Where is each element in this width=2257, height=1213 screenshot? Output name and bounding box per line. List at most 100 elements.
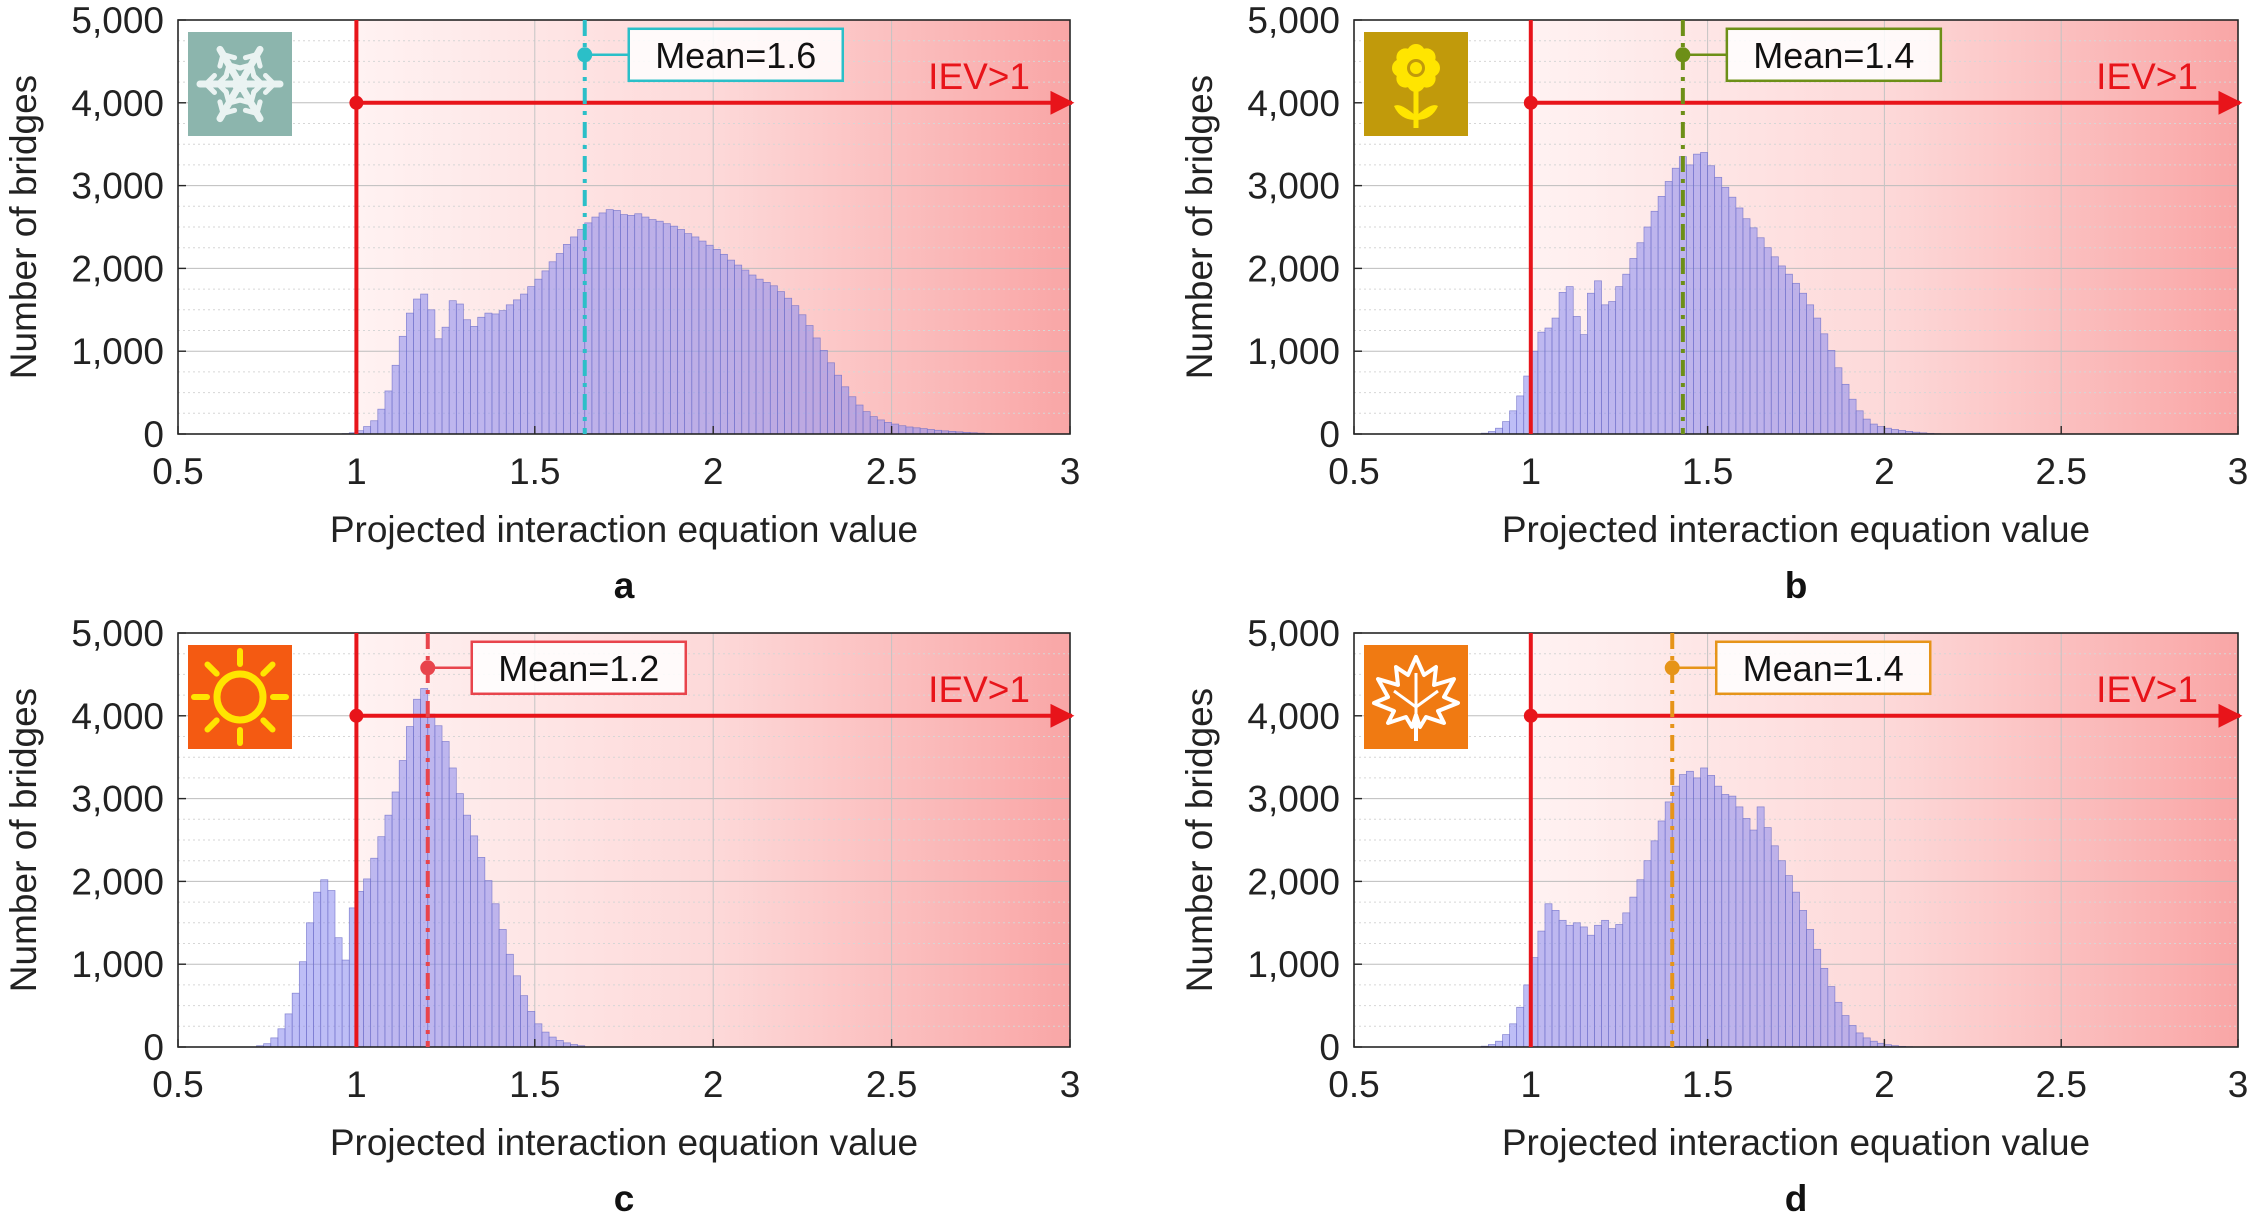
histogram-bar [441, 326, 450, 435]
histogram-bar [413, 298, 421, 435]
histogram-bar [498, 929, 507, 1048]
histogram-bar [712, 249, 721, 435]
histogram-bar [406, 312, 414, 435]
histogram-bar [448, 767, 457, 1048]
histogram-bar [912, 427, 921, 435]
histogram-bar [1848, 398, 1857, 435]
histogram-bar [1848, 1025, 1857, 1048]
histogram-bar [734, 264, 743, 435]
histogram-bar [555, 253, 564, 435]
histogram-bar [391, 364, 400, 435]
histogram-bar [1749, 227, 1758, 435]
axes-box [177, 19, 1071, 435]
histogram-bar [1884, 427, 1892, 435]
histogram-bar [627, 215, 636, 435]
histogram-bar [1827, 986, 1836, 1048]
histogram-bar [1572, 922, 1581, 1048]
histogram-bar [1770, 256, 1779, 435]
histogram-bar [448, 300, 457, 435]
threshold-marker [1523, 95, 1538, 110]
chart-panel-c: 0.5 1 1.5 2 2.5 3 0 1,000 2,000 3,000 4,000 5,000 Pr… [3, 613, 1080, 1213]
histogram-bar [1862, 418, 1871, 435]
histogram-bar [1721, 794, 1730, 1048]
x-axis-label: Projected interaction equation value [1502, 509, 2090, 550]
histogram-bar [1565, 924, 1574, 1048]
histogram-bar [398, 760, 407, 1048]
histogram-bar [641, 216, 650, 435]
histogram-bar [1834, 1001, 1843, 1048]
histogram-bar [884, 422, 892, 435]
histogram-bar [441, 741, 450, 1048]
chart-panel-a: 0.5 1 1.5 2 2.5 3 0 1,000 2,000 3,000 4,000 5,000 Pr… [3, 0, 1080, 606]
maple-leaf-icon [1364, 645, 1468, 749]
y-tick-label: 2,000 [1247, 248, 1340, 289]
histogram-bar [1813, 317, 1822, 435]
histogram-bar [919, 428, 928, 435]
iev-label: IEV>1 [928, 56, 1030, 97]
histogram-bar [1537, 930, 1546, 1048]
histogram-bar [1792, 891, 1800, 1048]
histogram-bar [1671, 167, 1680, 435]
histogram-bar [1537, 331, 1546, 435]
histogram-bar [1735, 207, 1744, 435]
histogram-bar [520, 293, 529, 435]
panel-label: c [614, 1178, 635, 1213]
histogram-bar [1615, 286, 1624, 435]
y-tick-label: 1,000 [71, 944, 164, 985]
histogram-bar [1820, 333, 1829, 435]
histogram-bar [1693, 153, 1701, 435]
x-tick-label: 3 [2228, 451, 2249, 492]
histogram-bar [1495, 1040, 1503, 1048]
histogram-bar [1601, 919, 1609, 1048]
y-tick-label: 3,000 [71, 166, 164, 207]
histogram-bar [1841, 383, 1850, 435]
axes-box [177, 632, 1071, 1048]
histogram-bar [484, 312, 493, 435]
histogram-bar [1742, 818, 1751, 1048]
chart-panel-d: 0.5 1 1.5 2 2.5 3 0 1,000 2,000 3,000 4,000 5,000 Pr… [1179, 613, 2248, 1213]
x-tick-label: 2 [703, 451, 724, 492]
histogram-bar [1700, 767, 1708, 1048]
histogram-bar [691, 236, 700, 435]
histogram-bar [1615, 924, 1624, 1048]
histogram-bar [434, 338, 443, 435]
histogram-bar [562, 244, 571, 435]
histogram-bar [591, 216, 600, 435]
x-axis-label: Projected interaction equation value [330, 509, 918, 550]
histogram-bar [434, 725, 443, 1048]
histogram-bar [1551, 317, 1560, 435]
mean-callout-box [470, 640, 688, 696]
histogram-bar [827, 362, 835, 435]
histogram-bar [1587, 934, 1595, 1048]
y-tick-label: 4,000 [71, 83, 164, 124]
histogram-bar [869, 416, 878, 435]
y-tick-label: 5,000 [1247, 613, 1340, 654]
x-tick-label: 2 [1874, 451, 1895, 492]
histogram-bar [862, 411, 871, 435]
histogram-bar [270, 1037, 279, 1048]
y-tick-label: 4,000 [1247, 696, 1340, 737]
histogram-bar [1785, 875, 1793, 1048]
y-tick-label: 0 [143, 414, 164, 455]
histogram-bar [455, 303, 464, 435]
x-tick-label: 1.5 [509, 451, 560, 492]
histogram-bar [834, 374, 842, 435]
histogram-bar [1565, 286, 1574, 435]
histogram-bar [1820, 967, 1829, 1048]
y-tick-label: 0 [1319, 1027, 1340, 1068]
histogram-bar [1749, 829, 1758, 1048]
sun-icon [188, 645, 292, 749]
histogram-bar [1579, 334, 1588, 435]
x-tick-label: 2.5 [866, 1064, 917, 1105]
histogram-bar [334, 937, 343, 1048]
histogram-bar [1657, 820, 1666, 1048]
histogram-bar [1657, 196, 1666, 435]
histogram-bar [313, 891, 322, 1048]
histogram-bar [505, 304, 514, 435]
histogram-bar [620, 214, 628, 435]
y-tick-label: 4,000 [1247, 83, 1340, 124]
histogram-bar [1876, 426, 1885, 435]
y-tick-label: 2,000 [1247, 861, 1340, 902]
histogram-bar [1728, 795, 1737, 1048]
